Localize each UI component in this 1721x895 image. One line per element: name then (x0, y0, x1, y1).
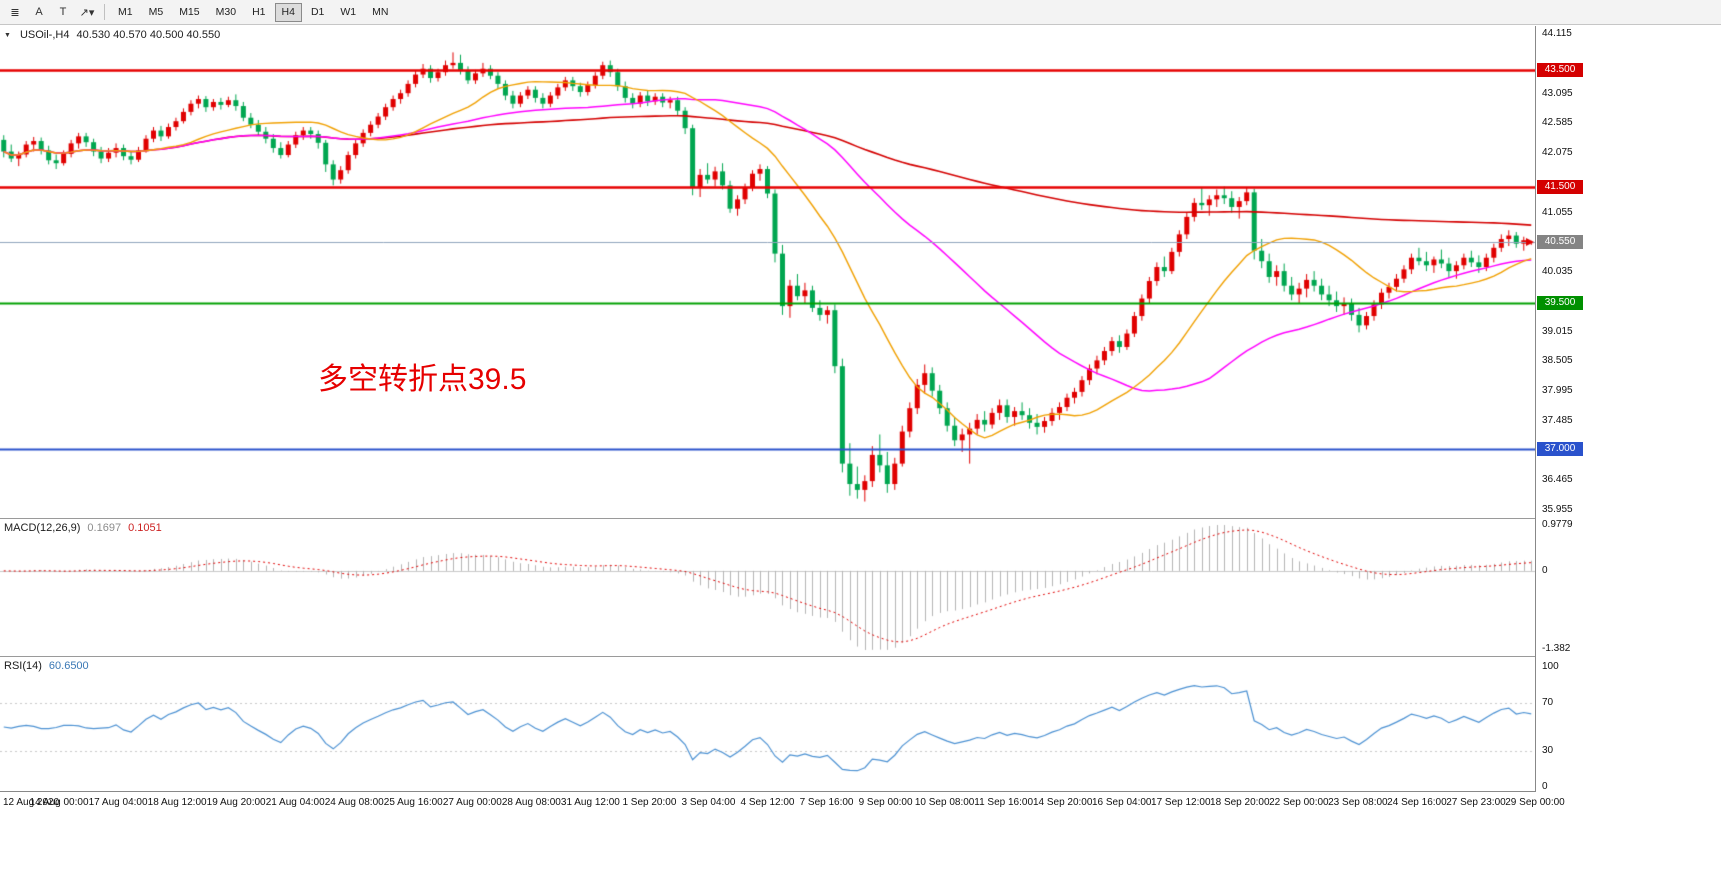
time-axis-label: 12 Aug 2020 (3, 797, 60, 808)
rsi-indicator-canvas[interactable] (0, 657, 1535, 791)
price-tick: 42.585 (1542, 117, 1573, 129)
time-axis-label: 27 Aug 00:00 (442, 797, 502, 808)
time-axis-label: 19 Aug 20:00 (206, 797, 266, 808)
time-axis[interactable]: 12 Aug 2020 14 Aug 00:00 17 Aug 04:00 18 Au… (0, 791, 1721, 817)
price-badge-43.500: 43.500 (1537, 62, 1583, 77)
time-axis-label: 27 Sep 23:00 (1446, 797, 1506, 808)
price-tick: 42.075 (1542, 147, 1573, 158)
macd-indicator-canvas[interactable] (0, 519, 1535, 656)
rsi-scale-label: 0 (1542, 781, 1548, 792)
time-axis-label: 18 Sep 20:00 (1210, 797, 1270, 808)
macd-header: MACD(12,26,9) 0.1697 0.1051 (4, 522, 162, 534)
ohlc-values: 40.530 40.570 40.500 40.550 (76, 29, 221, 41)
time-axis-label: 23 Sep 08:00 (1328, 797, 1388, 808)
price-tick: 35.955 (1542, 504, 1573, 515)
price-tick: 40.035 (1542, 266, 1573, 277)
time-axis-label: 31 Aug 12:00 (560, 797, 620, 808)
price-tick: 37.995 (1542, 385, 1573, 396)
rsi-scale-label: 100 (1542, 661, 1559, 672)
macd-indicator-label: MACD(12,26,9) (4, 522, 81, 534)
toolbar-separator (104, 4, 105, 20)
timeframe-group: M1 M5 M15 M30 H1 H4 D1 W1 MN (110, 2, 396, 22)
time-axis-label: 21 Aug 04:00 (265, 797, 325, 808)
time-axis-label: 17 Aug 04:00 (88, 797, 148, 808)
time-axis-label: 22 Sep 00:00 (1269, 797, 1329, 808)
price-badge-37.000: 37.000 (1537, 442, 1583, 457)
rsi-value: 60.6500 (48, 660, 89, 672)
chart-annotation-text: 多空转折点39.5 (318, 363, 527, 396)
rsi-header: RSI(14) 60.6500 (4, 660, 89, 672)
timeframe-button-m15[interactable]: M15 (172, 3, 206, 22)
time-axis-label: 3 Sep 04:00 (681, 797, 736, 808)
timeframe-button-m30[interactable]: M30 (209, 3, 243, 22)
rsi-indicator-label: RSI(14) (4, 660, 42, 672)
main-chart-canvas[interactable] (0, 26, 1535, 518)
price-tick: 39.015 (1542, 325, 1573, 337)
time-axis-label: 18 Aug 12:00 (147, 797, 207, 808)
time-axis-label: 4 Sep 12:00 (740, 797, 795, 808)
time-axis-label: 25 Aug 16:00 (383, 797, 443, 808)
rsi-scale-label: 70 (1542, 697, 1554, 708)
panel-separator-macd[interactable] (0, 518, 1721, 519)
chart-area: ▼ USOil-,H4 40.530 40.570 40.500 40.550 … (0, 26, 1721, 846)
timeframe-button-m5[interactable]: M5 (142, 3, 171, 22)
timeframe-button-d1[interactable]: D1 (304, 3, 331, 22)
timeframe-button-w1[interactable]: W1 (333, 3, 363, 22)
symbol-period-label: USOil-,H4 (19, 29, 70, 41)
price-axis[interactable]: 44.115 43.095 42.585 42.075 41.055 40.035 39.0… (1535, 26, 1721, 792)
macd-signal-value: 0.1051 (128, 522, 162, 534)
time-axis-label: 24 Sep 16:00 (1387, 797, 1447, 808)
time-axis-label: 11 Sep 16:00 (974, 797, 1034, 808)
time-axis-label: 10 Sep 08:00 (914, 797, 975, 808)
macd-scale-label: -1.382 (1542, 643, 1571, 654)
text-annotation-tool-icon[interactable]: A (28, 3, 50, 22)
price-tick: 37.485 (1542, 414, 1573, 426)
price-tick: 43.095 (1542, 87, 1573, 99)
time-axis-label: 29 Sep 00:00 (1505, 797, 1565, 808)
timeframe-button-h4[interactable]: H4 (274, 2, 302, 22)
panel-separator-rsi[interactable] (0, 656, 1721, 657)
price-badge-40.550: 40.550 (1537, 234, 1583, 249)
toolbar: ≣ A T ↗▾ M1 M5 M15 M30 H1 H4 D1 W1 MN (0, 0, 1721, 25)
time-axis-label: 1 Sep 20:00 (622, 797, 677, 808)
chart-windows-tool-icon[interactable]: ≣ (4, 3, 26, 22)
macd-scale-label: 0.9779 (1542, 519, 1573, 530)
macd-main-value: 0.1697 (87, 522, 122, 534)
price-badge-41.500: 41.500 (1537, 179, 1583, 194)
price-tick: 41.055 (1542, 206, 1573, 218)
price-tick: 44.115 (1542, 28, 1572, 39)
time-axis-label: 7 Sep 16:00 (799, 797, 854, 808)
timeframe-button-mn[interactable]: MN (365, 3, 395, 22)
time-axis-label: 14 Sep 20:00 (1032, 797, 1093, 808)
collapse-chart-icon[interactable]: ▼ (4, 31, 11, 39)
time-axis-label: 9 Sep 00:00 (858, 797, 913, 808)
time-axis-label: 17 Sep 12:00 (1151, 797, 1211, 808)
time-axis-label: 24 Aug 08:00 (324, 797, 384, 808)
macd-scale-label: 0 (1542, 564, 1548, 576)
time-axis-label: 14 Aug 00:00 (29, 797, 89, 808)
timeframe-button-h1[interactable]: H1 (245, 3, 272, 22)
price-tick: 38.505 (1542, 355, 1573, 367)
price-badge-39.500: 39.500 (1537, 296, 1583, 311)
text-label-tool-icon[interactable]: T (52, 3, 74, 22)
time-axis-label: 28 Aug 08:00 (501, 797, 561, 808)
timeframe-button-m1[interactable]: M1 (111, 3, 140, 22)
tool-group: ≣ A T ↗▾ (3, 3, 99, 22)
price-tick: 36.465 (1542, 474, 1573, 486)
chart-header: ▼ USOil-,H4 40.530 40.570 40.500 40.550 (4, 29, 220, 41)
time-axis-label: 16 Sep 04:00 (1091, 797, 1152, 808)
drawing-tools-icon[interactable]: ↗▾ (76, 3, 98, 22)
rsi-scale-label: 30 (1542, 745, 1554, 756)
